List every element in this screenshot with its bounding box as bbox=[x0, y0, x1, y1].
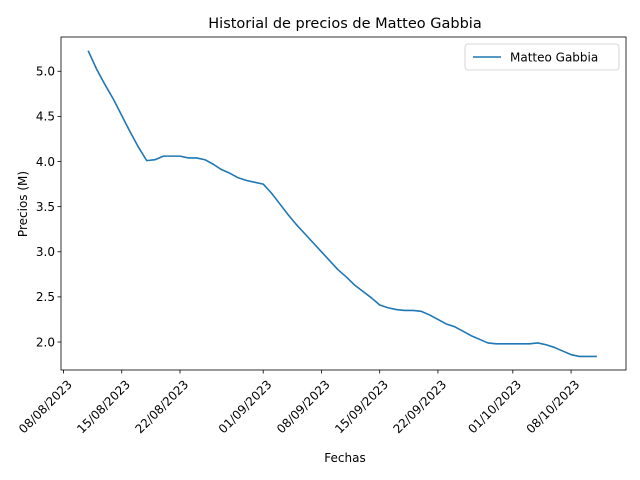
legend: Matteo Gabbia bbox=[465, 44, 619, 70]
y-tick-label: 4.0 bbox=[36, 155, 55, 169]
legend-label: Matteo Gabbia bbox=[510, 51, 598, 65]
chart-title: Historial de precios de Matteo Gabbia bbox=[208, 16, 481, 32]
y-tick-label: 3.0 bbox=[36, 245, 55, 259]
y-tick-label: 5.0 bbox=[36, 65, 55, 79]
y-tick-label: 3.5 bbox=[36, 200, 55, 214]
y-tick-label: 2.5 bbox=[36, 290, 55, 304]
y-tick-label: 4.5 bbox=[36, 110, 55, 124]
y-axis-label: Precios (M) bbox=[16, 171, 30, 237]
y-tick-label: 2.0 bbox=[36, 335, 55, 349]
x-axis-label: Fechas bbox=[324, 451, 365, 465]
